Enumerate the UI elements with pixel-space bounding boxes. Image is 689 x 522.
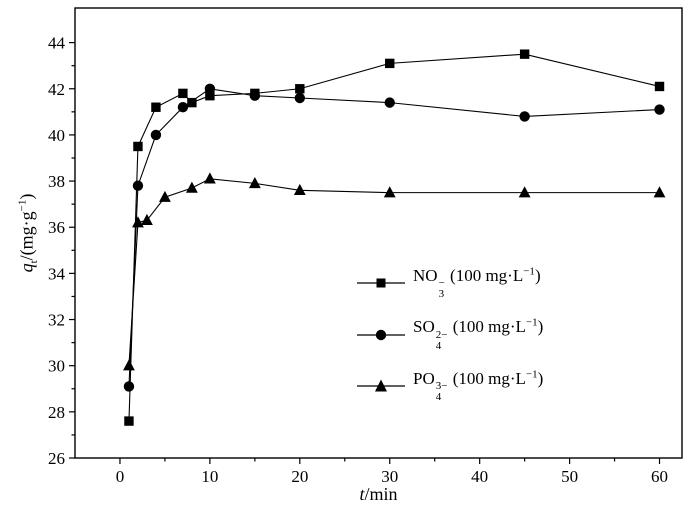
y-tick-label: 40 [48,126,65,145]
data-point-square [519,49,530,59]
legend-item-po4: PO 3− 4 (100 mg·L−1) [356,369,543,403]
data-point-circle [177,102,189,113]
data-point-circle [384,97,395,108]
data-point-circle [294,92,306,104]
y-axis-label: qt/(mg·g−1) [16,193,41,273]
square-marker-icon [357,278,405,288]
y-tick-label: 34 [48,264,66,283]
concentration-exponent: −1 [525,368,538,381]
ion-subscript: 3 [438,288,445,301]
concentration-text: (100 mg·L [448,368,526,388]
data-point-triangle [123,359,135,371]
x-tick-label: 20 [291,467,308,486]
data-point-circle [249,90,261,101]
y-axis-variable: q [16,263,37,273]
concentration-text: (100 mg·L [445,266,524,285]
legend-label-po4: PO 3− 4 (100 mg·L−1) [413,369,543,403]
data-point-triangle [383,186,396,198]
y-tick-label: 38 [48,172,65,191]
x-tick-label: 0 [116,467,125,486]
plot-frame [74,7,683,459]
legend-label-so4: SO 2− 4 (100 mg·L−1) [413,317,543,351]
y-tick-label: 42 [48,80,65,99]
triangle-marker-icon [357,379,405,392]
legend-label-no3: NO −3 (100 mg·L−1) [413,266,541,300]
concentration-exponent: −1 [525,316,538,329]
data-point-circle [132,180,144,191]
data-point-triangle [141,213,153,226]
series-SO4 [123,83,665,392]
x-tick-label: 60 [651,467,668,486]
y-tick-label: 28 [48,403,65,422]
data-point-square [385,58,395,69]
concentration-close: ) [534,266,541,285]
ion-charge: 2− [435,328,448,341]
y-tick-label: 32 [48,311,65,330]
data-point-circle [654,104,665,115]
x-tick-label: 10 [201,467,218,486]
axis-ticks [69,42,661,464]
y-tick-label: 30 [48,357,65,376]
ion-subscript: 4 [435,339,442,352]
ion-subscript: 4 [435,391,442,404]
y-axis-unit-exponent: −1 [16,199,29,212]
data-point-triangle [159,190,171,202]
data-point-square [187,97,197,108]
data-point-square [205,90,215,101]
ion-charge: − [438,277,445,290]
concentration-close: ) [537,317,544,337]
data-point-square [151,102,161,112]
y-tick-label: 26 [48,449,65,468]
x-axis-variable: t [359,484,365,504]
legend-item-so4: SO 2− 4 (100 mg·L−1) [356,317,543,351]
ion-charge-stack: 3− 4 [436,381,448,403]
x-tick-label: 50 [561,467,578,486]
ion-formula: SO [413,317,435,337]
concentration-close: ) [537,368,544,388]
data-point-triangle [293,183,306,196]
data-point-triangle [518,186,531,198]
data-point-square [124,416,134,426]
data-point-triangle [186,181,198,193]
y-axis-variable-subscript: t [28,260,41,264]
data-point-circle [123,381,135,392]
data-point-square [178,88,188,99]
data-point-triangle [653,186,666,198]
ion-charge: 3− [435,380,448,393]
y-tick-label: 36 [48,218,65,237]
legend: NO −3 (100 mg·L−1) SO 2− 4 (100 mg·L−1) PO 3… [356,266,543,403]
circle-marker-icon [357,329,405,340]
data-point-triangle [132,216,144,228]
data-point-circle [519,111,530,122]
y-tick-label: 44 [48,34,66,53]
y-axis-unit-close: ) [16,193,37,200]
data-point-circle [204,83,216,94]
x-axis-label: t/min [75,484,682,505]
data-point-circle [150,129,162,141]
data-point-square [295,84,305,94]
legend-item-no3: NO −3 (100 mg·L−1) [356,266,543,300]
concentration-exponent: −1 [523,265,535,278]
ion-formula: NO [413,266,438,285]
ion-charge-stack: −3 [439,278,445,300]
x-tick-label: 30 [381,467,398,486]
concentration-text: (100 mg·L [448,317,526,337]
y-axis-unit: /(mg·g [16,211,37,261]
data-point-triangle [203,172,216,184]
series-PO4 [123,172,666,371]
data-point-triangle [248,176,261,189]
ion-formula: PO [413,368,435,388]
ion-charge-stack: 2− 4 [435,328,448,352]
data-point-square [133,141,143,152]
data-point-square [654,81,665,92]
x-tick-label: 40 [471,467,488,486]
x-axis-unit: /min [364,484,398,504]
